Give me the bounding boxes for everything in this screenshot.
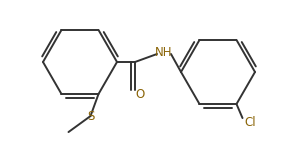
Text: O: O bbox=[135, 87, 145, 101]
Text: S: S bbox=[87, 109, 94, 123]
Text: Cl: Cl bbox=[245, 116, 256, 129]
Text: NH: NH bbox=[155, 45, 173, 58]
